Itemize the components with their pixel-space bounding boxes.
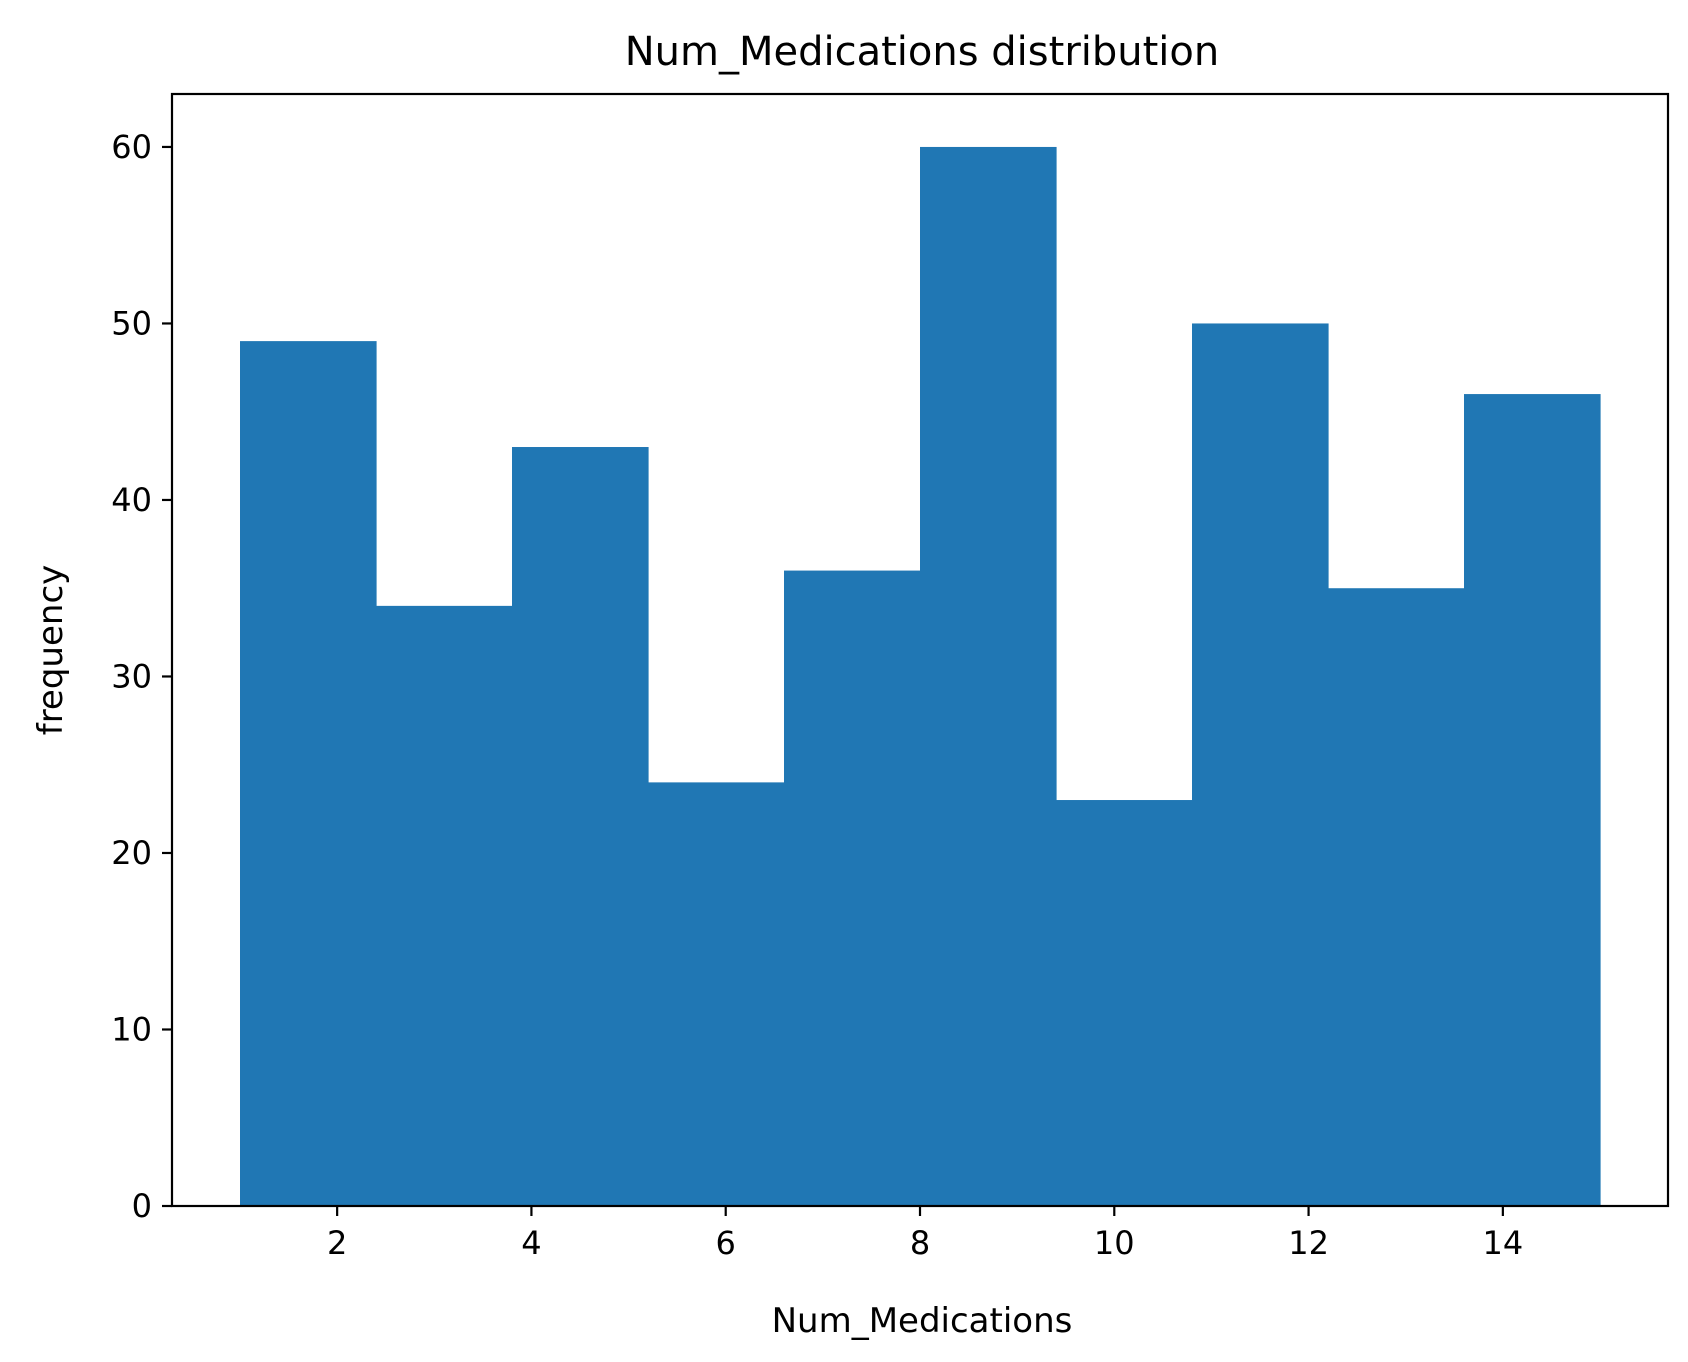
histogram-bar [1056,800,1193,1206]
y-tick-label: 50 [111,304,152,342]
y-tick-label: 40 [111,481,152,519]
bars-group [240,146,1601,1207]
x-tick-label: 14 [1482,1224,1523,1262]
histogram-bar [1464,394,1601,1207]
y-axis-ticks: 0 10 20 30 40 50 60 [111,128,172,1225]
x-tick-label: 2 [327,1224,347,1262]
y-tick-label: 0 [132,1187,152,1225]
histogram-bar [648,782,785,1206]
y-tick-label: 20 [111,834,152,872]
x-axis-label: Num_Medications [772,1301,1073,1341]
x-tick-label: 12 [1288,1224,1329,1262]
x-axis-ticks: 2 4 6 8 10 12 14 [327,1206,1523,1262]
histogram-bar [240,341,377,1207]
x-tick-label: 8 [910,1224,930,1262]
x-tick-label: 6 [716,1224,736,1262]
histogram-bar [376,605,513,1206]
y-tick-label: 30 [111,657,152,695]
histogram-bar [1192,323,1329,1206]
y-tick-label: 60 [111,128,152,166]
x-tick-label: 10 [1094,1224,1135,1262]
x-tick-label: 4 [521,1224,541,1262]
histogram-bar [1328,588,1465,1206]
y-axis-label: frequency [31,565,71,736]
plot-frame [170,92,1670,1208]
histogram-bar [512,447,649,1206]
histogram-bar [784,570,921,1206]
chart-title: Num_Medications distribution [625,29,1220,75]
histogram-bar [920,146,1057,1206]
y-tick-label: 10 [111,1010,152,1048]
